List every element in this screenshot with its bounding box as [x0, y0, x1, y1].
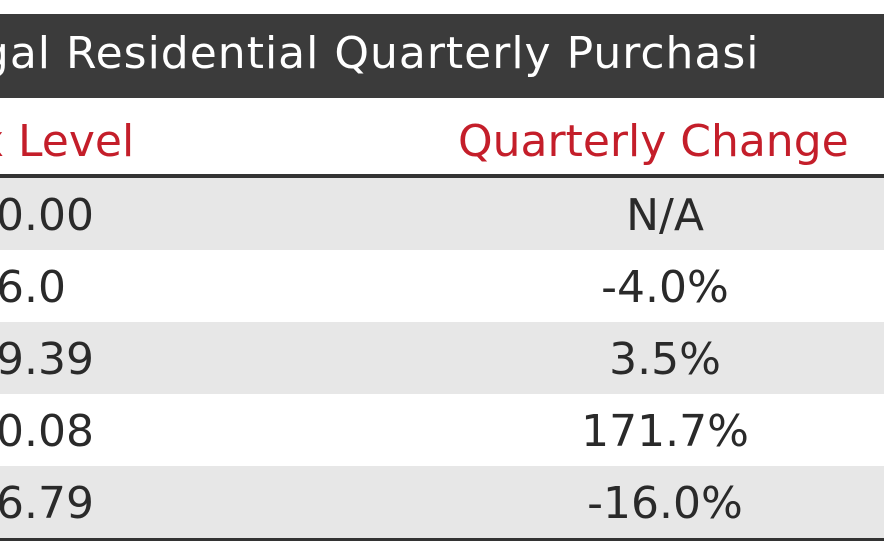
- quarterly-change-cell: 3.5%: [609, 334, 721, 385]
- table-body: 0.00 N/A 6.0 -4.0% 9.39 3.5% 0.08 171.7%…: [0, 178, 884, 538]
- table-title-bar: ugal Residential Quarterly Purchasi: [0, 14, 884, 98]
- table-header-row: x Level Quarterly Change: [0, 98, 884, 178]
- data-table: ugal Residential Quarterly Purchasi x Le…: [0, 14, 884, 541]
- index-level-cell: 9.39: [0, 334, 94, 385]
- index-level-cell: 6.79: [0, 478, 94, 529]
- index-level-cell: 0.00: [0, 190, 94, 241]
- table-row: 0.08 171.7%: [0, 394, 884, 466]
- quarterly-change-cell: -16.0%: [587, 478, 743, 529]
- table-title: ugal Residential Quarterly Purchasi: [0, 28, 760, 79]
- quarterly-change-cell: -4.0%: [601, 262, 729, 313]
- index-level-cell: 6.0: [0, 262, 66, 313]
- table-bottom-rule: [0, 538, 884, 541]
- table-row: 6.0 -4.0%: [0, 250, 884, 322]
- quarterly-change-cell: N/A: [626, 190, 704, 241]
- index-level-cell: 0.08: [0, 406, 94, 457]
- table-row: 6.79 -16.0%: [0, 466, 884, 538]
- table-row: 9.39 3.5%: [0, 322, 884, 394]
- header-quarterly-change: Quarterly Change: [458, 116, 849, 167]
- header-index-level: x Level: [0, 116, 135, 167]
- quarterly-change-cell: 171.7%: [581, 406, 749, 457]
- table-row: 0.00 N/A: [0, 178, 884, 250]
